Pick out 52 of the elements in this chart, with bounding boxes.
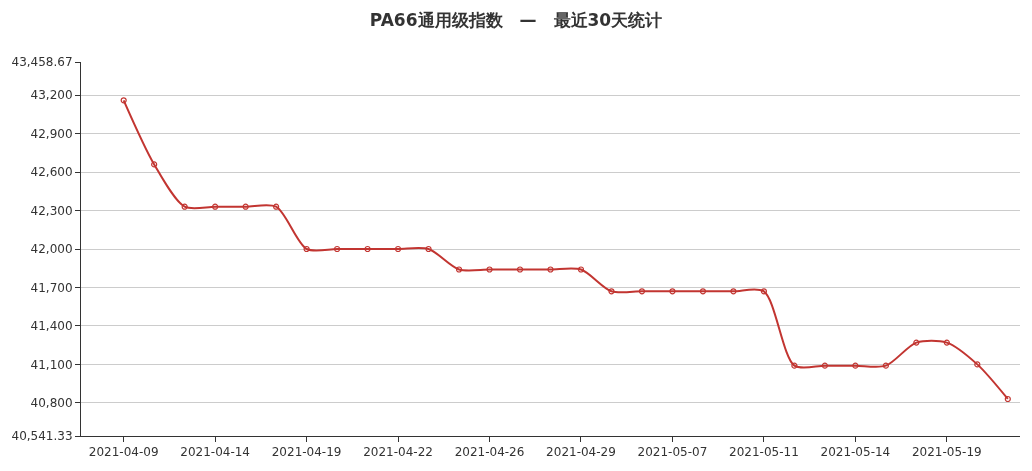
- y-tick-label: 42,600: [30, 165, 73, 180]
- point: [333, 245, 341, 253]
- y-tick-label: 43,200: [30, 88, 73, 103]
- point: [242, 203, 249, 210]
- y-tick-label: 42,900: [30, 126, 73, 141]
- x-tick-label: 2021-04-09: [88, 445, 159, 460]
- point: [974, 361, 981, 368]
- point: [181, 203, 188, 210]
- point: [516, 266, 524, 273]
- point: [455, 266, 463, 273]
- point: [608, 288, 615, 295]
- point: [882, 362, 889, 369]
- point: [852, 362, 859, 369]
- x-tick-label: 2021-05-07: [637, 445, 708, 460]
- point: [577, 266, 585, 273]
- x-tick-label: 2021-04-19: [271, 445, 342, 460]
- point: [273, 203, 280, 210]
- x-tick-label: 2021-04-29: [546, 445, 616, 460]
- point: [303, 245, 310, 253]
- point: [730, 288, 737, 295]
- x-tick-label: 2021-05-19: [911, 445, 982, 460]
- y-tick-label: 41,100: [30, 357, 73, 372]
- y-tick-label: 42,000: [30, 242, 73, 257]
- point: [669, 288, 676, 295]
- point: [1004, 395, 1011, 403]
- x-tick-label: 2021-04-26: [454, 445, 525, 460]
- y-tick-label: 40,541.33: [11, 429, 73, 444]
- x-tick-label: 2021-05-11: [729, 445, 799, 460]
- point: [120, 97, 127, 104]
- y-tick-label: 43,458.67: [11, 55, 73, 70]
- point: [151, 161, 158, 168]
- x-tick-label: 2021-05-14: [820, 445, 891, 460]
- y-tick-label: 41,700: [30, 280, 73, 295]
- point: [699, 288, 707, 295]
- point: [212, 203, 219, 210]
- point: [425, 245, 432, 253]
- chart-title: PA66通用级指数 — 最近30天统计: [369, 10, 663, 31]
- point: [791, 362, 798, 369]
- y-tick-label: 40,800: [30, 396, 73, 411]
- x-tick-label: 2021-04-14: [180, 445, 251, 460]
- point: [547, 266, 554, 273]
- point: [943, 339, 950, 346]
- x-tick-label: 2021-04-22: [363, 445, 433, 460]
- point: [821, 362, 828, 369]
- y-tick-label: 42,300: [30, 203, 73, 218]
- point: [638, 288, 646, 295]
- point: [486, 266, 493, 273]
- point: [364, 245, 371, 253]
- point: [760, 288, 768, 295]
- point: [394, 245, 402, 253]
- point: [913, 339, 920, 346]
- y-tick-label: 41,400: [30, 319, 73, 334]
